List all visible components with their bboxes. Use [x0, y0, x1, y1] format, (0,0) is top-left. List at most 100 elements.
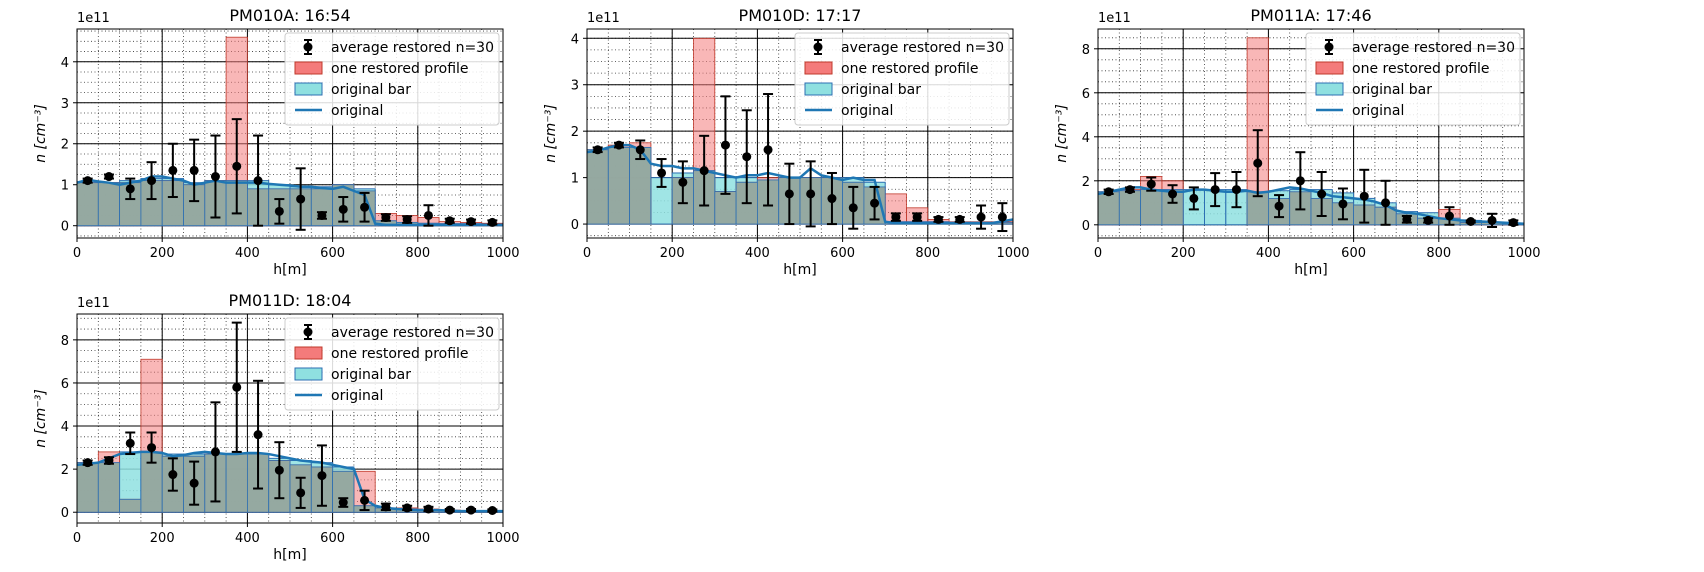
avg-point	[445, 505, 455, 515]
avg-point	[891, 212, 901, 222]
overlap-bar	[587, 149, 609, 225]
avg-point	[423, 210, 433, 220]
legend-label-avg: average restored n=30	[1352, 40, 1515, 56]
avg-point	[848, 203, 858, 213]
overlap-bar	[119, 498, 142, 513]
avg-point	[189, 165, 199, 175]
avg-point	[274, 206, 284, 216]
x-tick-label: 600	[320, 531, 345, 546]
avg-point	[1317, 189, 1327, 199]
avg-point	[338, 204, 348, 214]
avg-point	[593, 145, 603, 155]
avg-point	[466, 217, 476, 227]
plot-area	[77, 29, 503, 238]
y-tick-label: 2	[1082, 175, 1090, 190]
legend-avg-marker	[303, 327, 313, 337]
avg-point	[466, 505, 476, 515]
x-axis-label: h[m]	[783, 262, 816, 278]
legend: average restored n=30 one restored profil…	[284, 32, 500, 126]
legend-label-restored: one restored profile	[331, 346, 469, 362]
overlap-bar	[225, 453, 248, 513]
legend-bar-swatch	[1315, 82, 1344, 96]
legend-box	[284, 32, 500, 126]
avg-point	[360, 495, 370, 505]
legend: average restored n=30 one restored profil…	[1305, 32, 1521, 126]
avg-point	[635, 145, 645, 155]
x-tick-label: 200	[660, 246, 685, 261]
avg-point	[381, 502, 391, 512]
avg-point	[657, 168, 667, 178]
avg-point	[125, 438, 135, 448]
x-tick-label: 1000	[486, 246, 519, 261]
x-axis-label: h[m]	[273, 262, 306, 278]
legend-label-line: original	[841, 103, 893, 119]
y-tick-label: 1	[571, 172, 579, 187]
x-tick-label: 600	[320, 246, 345, 261]
avg-point	[168, 165, 178, 175]
avg-point	[104, 172, 114, 182]
avg-point	[614, 140, 624, 150]
y-tick-label: 6	[61, 377, 69, 392]
x-tick-label: 0	[583, 246, 591, 261]
avg-point	[253, 430, 263, 440]
overlap-bar	[1118, 190, 1142, 226]
legend-bar-swatch	[294, 82, 323, 96]
x-tick-label: 1000	[996, 246, 1029, 261]
legend-restored-swatch	[804, 61, 833, 75]
y-tick-label: 0	[61, 220, 69, 235]
avg-point	[274, 465, 284, 475]
overlap-bar	[97, 182, 121, 227]
y-tick-label: 4	[1082, 131, 1090, 146]
avg-point	[1104, 187, 1114, 197]
x-tick-label: 400	[1256, 246, 1281, 261]
avg-point	[83, 458, 93, 468]
plot-area	[587, 29, 1013, 238]
legend-label-bar: original bar	[841, 82, 921, 98]
avg-point	[1210, 185, 1220, 195]
x-axis-label: h[m]	[1294, 262, 1327, 278]
overlap-bar	[1098, 191, 1120, 226]
y-tick-label: 0	[571, 218, 579, 233]
y-tick-label: 0	[1082, 219, 1090, 234]
avg-point	[147, 176, 157, 186]
avg-point	[423, 504, 433, 514]
avg-point	[1402, 214, 1412, 224]
avg-point	[1295, 176, 1305, 186]
y-tick-label: 8	[61, 334, 69, 349]
avg-point	[720, 140, 730, 150]
avg-point	[104, 456, 114, 466]
y-multiplier-label: 1e11	[77, 296, 110, 311]
x-tick-label: 400	[235, 246, 260, 261]
x-tick-label: 600	[830, 246, 855, 261]
y-tick-label: 2	[571, 125, 579, 140]
legend-label-avg: average restored n=30	[331, 325, 494, 341]
legend-avg-marker	[1324, 42, 1334, 52]
chart-panel-2: 0 200 400 600 800 1000 0 2 4 6 8 PM011A: 17:46 h[m] 1…	[1054, 6, 1541, 278]
x-tick-label: 800	[405, 531, 430, 546]
y-tick-label: 8	[1082, 43, 1090, 58]
y-tick-label: 4	[61, 56, 69, 71]
avg-point	[933, 214, 943, 224]
x-tick-label: 800	[405, 246, 430, 261]
overlap-bar	[607, 147, 630, 225]
avg-point	[125, 184, 135, 194]
x-tick-label: 400	[235, 531, 260, 546]
avg-point	[83, 176, 93, 186]
legend-box	[284, 317, 500, 411]
avg-point	[189, 478, 199, 488]
avg-point	[1381, 198, 1391, 208]
x-tick-label: 200	[150, 246, 175, 261]
avg-point	[296, 488, 306, 498]
y-tick-label: 4	[571, 32, 579, 47]
y-axis-label: n [cm⁻³]	[1054, 104, 1070, 163]
y-axis-label: n [cm⁻³]	[33, 104, 49, 163]
chart-title: PM011A: 17:46	[1250, 6, 1371, 25]
avg-point	[1466, 217, 1476, 226]
avg-point	[1189, 193, 1199, 203]
legend-label-bar: original bar	[1352, 82, 1432, 98]
avg-point	[317, 210, 327, 220]
legend-label-restored: one restored profile	[331, 61, 469, 77]
overlap-bar	[97, 462, 121, 513]
avg-point	[1338, 199, 1348, 209]
